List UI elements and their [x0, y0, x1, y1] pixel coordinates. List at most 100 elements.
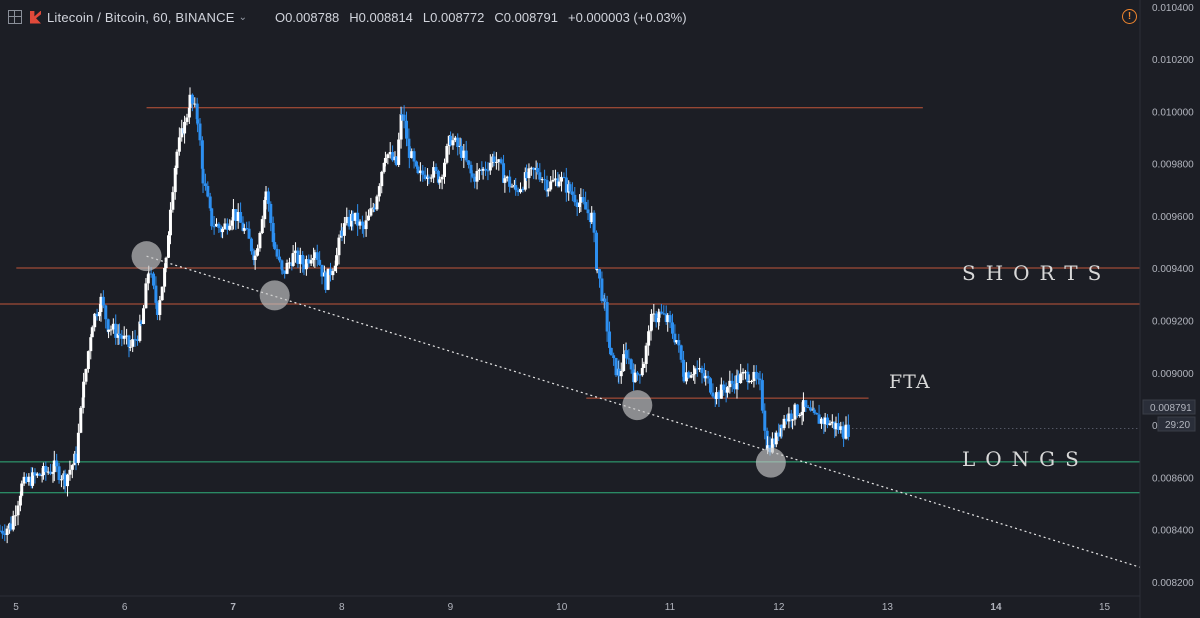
- candle-body: [313, 252, 317, 258]
- candle-body: [510, 186, 514, 188]
- candle-body: [689, 375, 693, 378]
- candle-body: [766, 445, 770, 450]
- candle-body: [90, 327, 94, 338]
- candle-body: [598, 269, 602, 279]
- candle-body: [196, 119, 200, 124]
- candle-body: [750, 381, 754, 383]
- candle-body: [462, 150, 466, 158]
- y-tick-label: 0.009200: [1152, 317, 1194, 328]
- candle-body: [380, 171, 384, 187]
- candle-body: [97, 311, 101, 317]
- candle-body: [826, 417, 830, 426]
- candle-body: [206, 185, 210, 197]
- candle-body: [647, 331, 651, 346]
- chevron-down-icon[interactable]: ⌄: [238, 11, 247, 23]
- candle-body: [158, 300, 162, 315]
- alert-icon[interactable]: !: [1122, 9, 1137, 24]
- candle-body: [190, 94, 194, 104]
- candle-body: [149, 273, 153, 275]
- candle-body: [600, 278, 604, 301]
- candle-body: [535, 168, 539, 173]
- candle-body: [787, 413, 791, 422]
- candle-body: [629, 359, 633, 370]
- candle-body: [642, 363, 646, 368]
- candle-body: [427, 176, 431, 178]
- candle-body: [173, 167, 177, 193]
- candle-body: [682, 376, 686, 382]
- candle-body: [328, 268, 332, 276]
- candle-body: [168, 209, 172, 236]
- candle-body: [440, 176, 444, 180]
- candle-body: [271, 223, 275, 243]
- candle-body: [152, 273, 156, 286]
- change-value: +0.000003 (+0.03%): [568, 9, 687, 25]
- symbol-title[interactable]: Litecoin / Bitcoin, 60, BINANCE: [47, 9, 235, 25]
- candle-body: [342, 223, 346, 236]
- candle-body: [770, 438, 774, 453]
- candle-body: [138, 321, 142, 341]
- candle-body: [256, 248, 260, 256]
- candle-body: [49, 471, 53, 474]
- countdown-value: 29:20: [1165, 420, 1190, 431]
- y-tick-label: 0.010000: [1152, 107, 1194, 118]
- candle-body: [453, 137, 457, 141]
- candle-body: [167, 235, 171, 258]
- candle-body: [763, 410, 767, 431]
- candle-body: [612, 355, 616, 358]
- candle-body: [752, 371, 756, 382]
- candle-body: [603, 298, 607, 303]
- x-tick-label: 13: [882, 602, 894, 613]
- candle-body: [801, 400, 805, 412]
- y-tick-label: 0.010400: [1152, 3, 1194, 14]
- candle-body: [245, 227, 249, 229]
- candle-body: [670, 322, 674, 334]
- candle-body: [144, 283, 148, 309]
- candle-body: [16, 505, 20, 516]
- candle-body: [518, 188, 522, 193]
- candle-body: [280, 260, 284, 270]
- candle-body: [592, 212, 596, 233]
- candle-body: [741, 371, 745, 374]
- candle-body: [733, 383, 737, 390]
- last-price-badge: 0.008791 29:20: [1142, 399, 1196, 432]
- x-tick-label: 7: [230, 602, 236, 613]
- candle-body: [638, 374, 642, 376]
- candle-body: [746, 371, 750, 383]
- x-tick-label: 15: [1099, 602, 1111, 613]
- candle-body: [198, 123, 202, 141]
- candle-body: [223, 223, 227, 229]
- candle-body: [304, 259, 308, 270]
- candle-body: [700, 368, 704, 374]
- candle-body: [353, 212, 357, 221]
- candle-body: [704, 375, 708, 379]
- candle-body: [652, 313, 656, 315]
- touch-point-marker: [622, 390, 653, 421]
- candle-body: [614, 357, 618, 376]
- candle-body: [155, 302, 159, 315]
- touch-point-marker: [259, 280, 290, 311]
- candle-body: [388, 152, 392, 155]
- candle-body: [644, 345, 648, 364]
- candle-body: [41, 466, 45, 476]
- candle-body: [484, 168, 488, 171]
- candle-body: [51, 472, 55, 474]
- candle-body: [622, 354, 626, 371]
- close-value: C0.008791: [494, 9, 558, 25]
- candle-body: [163, 268, 167, 287]
- candle-body: [800, 411, 804, 416]
- grid-icon[interactable]: [8, 10, 22, 24]
- y-tick-label: 0.009800: [1152, 160, 1194, 171]
- candle-body: [68, 469, 72, 475]
- candle-body: [488, 162, 492, 171]
- candle-body: [22, 476, 26, 484]
- candle-body: [846, 424, 850, 437]
- candle-body: [11, 515, 15, 530]
- candle-body: [320, 264, 324, 277]
- candle-body: [516, 190, 520, 193]
- candle-body: [739, 373, 743, 383]
- candle-body: [844, 424, 848, 439]
- candle-body: [187, 107, 191, 118]
- candle-body: [438, 179, 442, 183]
- candle-body: [249, 238, 253, 252]
